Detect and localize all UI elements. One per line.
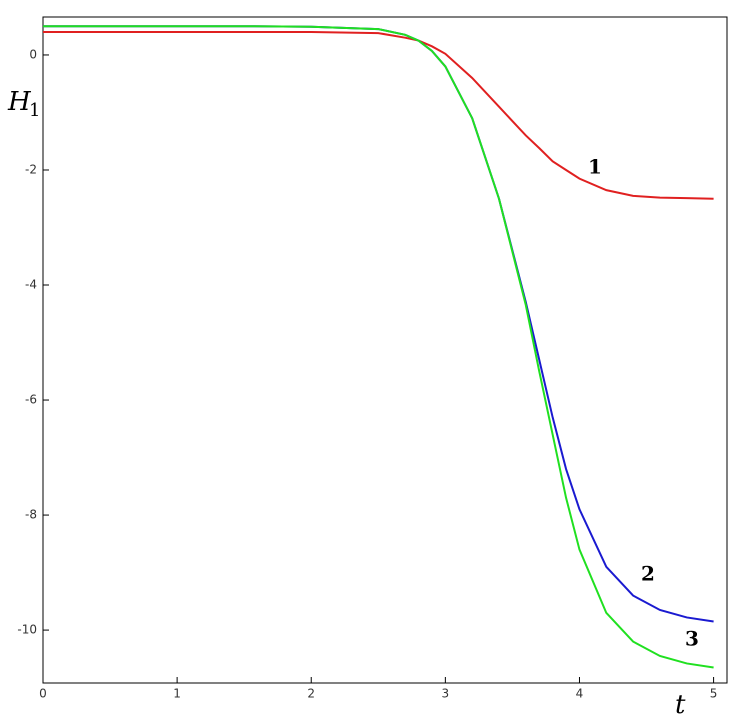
y-tick-label: -4 (25, 278, 37, 292)
x-tick-label: 4 (576, 687, 584, 701)
x-tick-label: 0 (39, 687, 47, 701)
y-tick-label: -2 (25, 162, 37, 176)
y-tick-label: 0 (29, 47, 37, 61)
x-tick-label: 3 (442, 687, 450, 701)
x-axis-label: t (675, 690, 686, 720)
series-line (43, 25, 714, 669)
curve-label: 3 (685, 627, 699, 651)
y-tick-label: -10 (17, 623, 37, 637)
x-tick-label: 1 (173, 687, 181, 701)
y-axis-label-subscript: 1 (29, 100, 40, 121)
y-axis-label: H (7, 87, 32, 117)
x-tick-label: 5 (710, 687, 718, 701)
y-tick-label: -6 (25, 393, 37, 407)
series-line (43, 30, 714, 200)
x-tick-label: 2 (307, 687, 315, 701)
series-line (43, 25, 714, 623)
curve-label: 2 (641, 562, 655, 586)
curve-label: 1 (588, 155, 602, 179)
y-tick-label: -8 (25, 508, 37, 522)
plot-frame (42, 16, 728, 684)
